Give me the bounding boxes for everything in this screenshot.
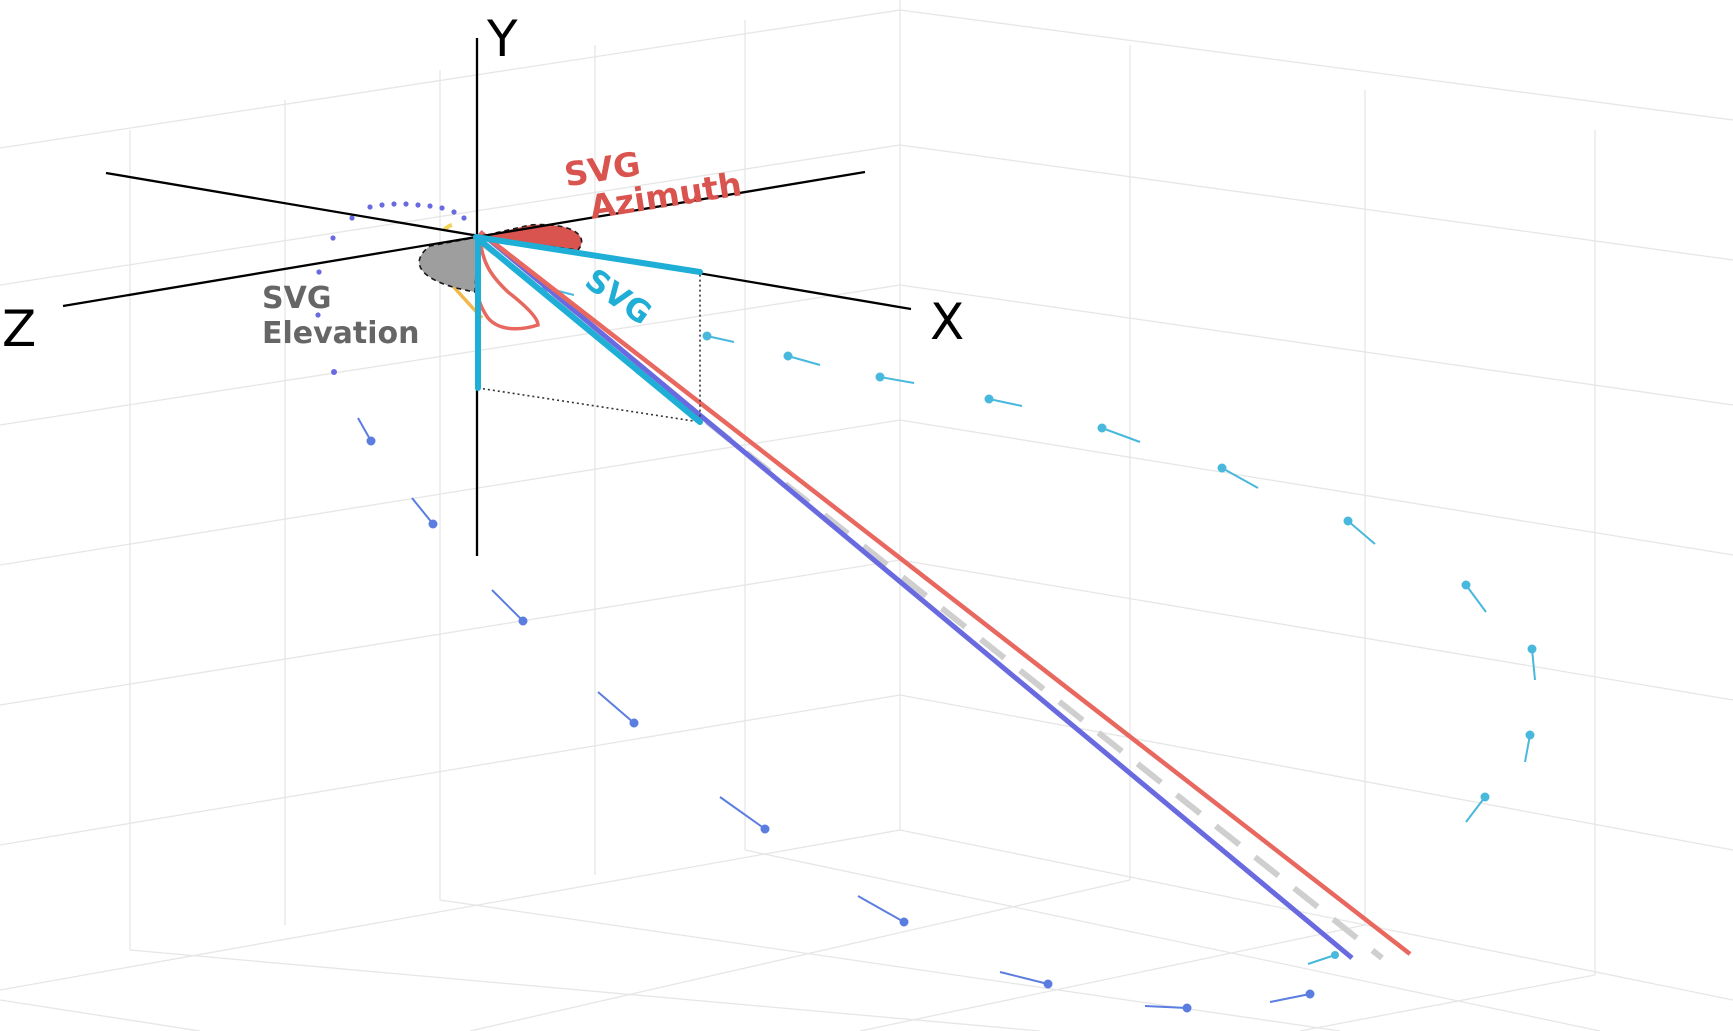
svg-azimuth-projection-line (473, 234, 703, 275)
arrow-head (783, 351, 793, 361)
arrow-head (1480, 792, 1490, 802)
arrow-head (629, 718, 639, 728)
z-axis-label: Z (2, 300, 36, 358)
arrows-left-arc (357, 417, 1315, 1013)
coordinate-axes (62, 38, 912, 556)
arrow-head (702, 331, 712, 341)
loop-dot (316, 269, 322, 275)
loop-dot (315, 312, 321, 318)
arrow-head (1527, 644, 1537, 654)
loop-dot (461, 215, 467, 221)
loop-dot (391, 201, 397, 207)
azimuth-wedge (477, 223, 583, 251)
arrows-right-arc (542, 284, 1537, 965)
x-axis-label: X (930, 293, 964, 351)
arrow-head (366, 436, 376, 446)
arrow-head (899, 917, 909, 927)
loop-markers (315, 201, 1537, 1013)
loop-dot (427, 203, 433, 209)
elevation-wedge (418, 236, 479, 293)
arrow-head (428, 519, 438, 529)
arrow-head (1097, 423, 1107, 433)
svg-projection (473, 234, 703, 425)
azimuth-label: SVG Azimuth (562, 144, 745, 227)
z-axis-line (62, 170, 866, 308)
arrow-head (1461, 580, 1471, 590)
arrow-head (1525, 730, 1535, 740)
arrow-head (984, 394, 994, 404)
arrow-head (875, 372, 885, 382)
y-axis-label: Y (486, 10, 518, 68)
dots-top-arc (315, 201, 467, 375)
loop-dot (367, 204, 373, 210)
arrow-head (1331, 951, 1339, 959)
blue-loop-line (478, 230, 1354, 960)
arrow-head (1043, 979, 1053, 989)
elevation-label: SVG Elevation (262, 281, 420, 351)
arrow-head (518, 616, 528, 626)
red-loop-line (478, 230, 1412, 956)
arrow-head (1305, 989, 1315, 999)
dashed-mean-vector (470, 232, 1384, 961)
svg-vector-line (473, 234, 703, 425)
elevation-label-line1: SVG (262, 281, 331, 316)
loop-dot (379, 202, 385, 208)
arrow-head (760, 824, 770, 834)
loop-dot (439, 205, 445, 211)
loop-dot (403, 201, 409, 207)
arrow-head (1343, 516, 1353, 526)
loop-dot (451, 209, 457, 215)
loop-dot (331, 369, 337, 375)
loop-dot (349, 215, 355, 221)
arrow-head (1182, 1003, 1192, 1013)
loop-dot (415, 202, 421, 208)
arrow-head (1217, 463, 1227, 473)
elevation-label-line2: Elevation (262, 316, 420, 351)
loop-dot (330, 235, 336, 241)
